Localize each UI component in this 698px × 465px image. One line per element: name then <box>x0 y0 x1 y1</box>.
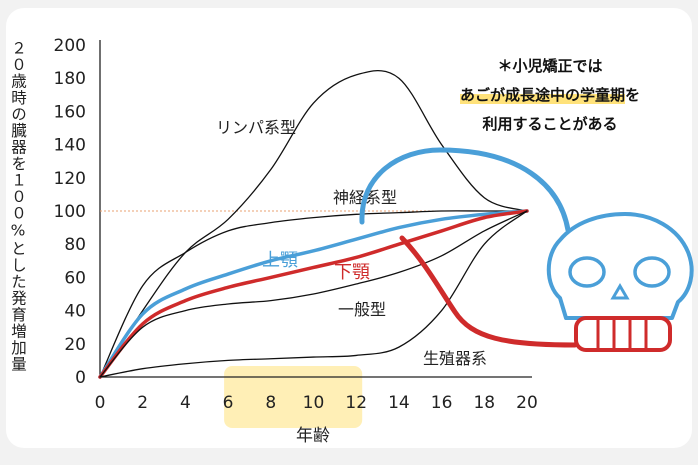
y-tick-label: 40 <box>64 302 86 322</box>
series-line-0 <box>99 69 528 378</box>
y-tick-label: 20 <box>64 335 86 355</box>
x-tick-label: 14 <box>388 393 410 413</box>
y-axis-label: ２０歳時の臓器を１００%とした発育増加量 <box>9 40 27 373</box>
note-suffix: を <box>625 86 641 104</box>
skull-eye-left <box>568 256 606 288</box>
note-line-1: ＊小児矯正では <box>497 57 603 75</box>
x-tick-label: 10 <box>303 393 325 413</box>
series-line-1 <box>99 210 528 378</box>
x-tick-label: 18 <box>473 393 495 413</box>
x-tick-label: 12 <box>345 393 367 413</box>
note-line-3: 利用することがある <box>482 115 618 133</box>
note-highlight: あごが成長途中の学童期 <box>459 86 625 104</box>
y-tick-label: 100 <box>54 202 86 222</box>
series-line-5 <box>99 210 528 378</box>
orthodontics-note: ＊小児矯正では あごが成長途中の学童期を 利用することがある <box>420 52 680 139</box>
x-tick-label: 6 <box>223 393 234 413</box>
skull-nose <box>610 283 630 300</box>
series-line-2 <box>98 209 529 379</box>
x-tick-label: 20 <box>516 393 538 413</box>
y-tick-label: 120 <box>54 169 86 189</box>
skull-cranium <box>546 212 694 320</box>
y-tick-label: 0 <box>75 368 86 388</box>
curve-label: 下顎 <box>334 262 370 283</box>
upper-jaw-arrow <box>359 147 571 233</box>
x-tick-label: 2 <box>137 393 148 413</box>
skull-jaw <box>574 316 672 352</box>
x-tick-label: 0 <box>95 393 106 413</box>
skull-eye-right <box>633 256 671 288</box>
curve-label: 生殖器系 <box>423 349 487 368</box>
y-tick-label: 160 <box>54 102 86 122</box>
x-tick-label: 8 <box>265 393 276 413</box>
series-line-3 <box>98 209 529 379</box>
note-line-2: あごが成長途中の学童期を <box>420 81 680 110</box>
y-tick-label: 200 <box>54 36 86 56</box>
x-tick-label: 4 <box>180 393 191 413</box>
series-line-4 <box>99 210 528 378</box>
skull-icon <box>546 212 694 352</box>
y-tick-label: 60 <box>64 268 86 288</box>
curve-label: 上顎 <box>262 250 298 271</box>
y-tick-label: 180 <box>54 69 86 89</box>
x-tick-label: 16 <box>431 393 453 413</box>
y-tick-label: 80 <box>64 235 86 255</box>
curve-label: リンパ系型 <box>216 118 296 137</box>
x-axis-label: 年齢 <box>296 426 330 446</box>
lower-jaw-arrow <box>399 235 578 348</box>
y-tick-label: 140 <box>54 136 86 156</box>
school-age-highlight <box>224 366 363 428</box>
curve-label: 一般型 <box>338 300 386 319</box>
